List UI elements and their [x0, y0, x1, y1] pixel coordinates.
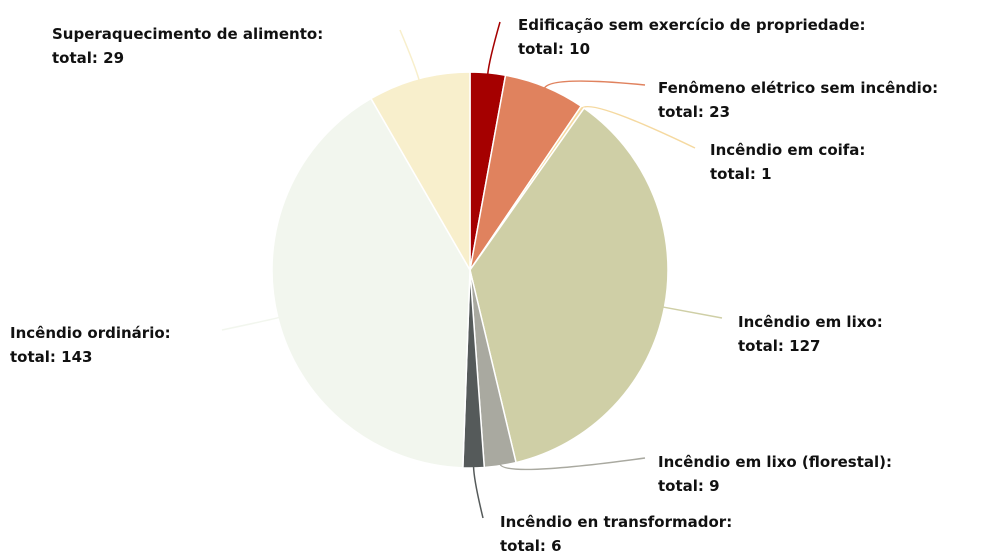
slice-value-label: total: 9	[658, 477, 720, 495]
leader-line	[499, 457, 646, 471]
slice-value-label: total: 143	[10, 348, 92, 366]
leader-line	[472, 465, 484, 519]
leader-line	[486, 21, 501, 75]
slice-value-label: total: 23	[658, 103, 730, 121]
leader-line	[221, 316, 280, 331]
leader-line	[580, 105, 696, 149]
leader-line	[399, 29, 420, 81]
slice-label: Fenômeno elétrico sem incêndio:	[658, 79, 938, 97]
slice-label: Edificação sem exercício de propriedade:	[518, 16, 866, 34]
slice-label: Incêndio en transformador:	[500, 513, 732, 531]
slice-value-label: total: 1	[710, 165, 772, 183]
slice-label: Superaquecimento de alimento:	[52, 25, 323, 43]
slice-value-label: total: 6	[500, 537, 562, 551]
slice-value-label: total: 29	[52, 49, 124, 67]
slice-label: Incêndio em lixo:	[738, 313, 883, 331]
slice-label: Incêndio em lixo (florestal):	[658, 453, 892, 471]
slice-value-label: total: 127	[738, 337, 820, 355]
leader-line	[543, 80, 646, 90]
slice-value-label: total: 10	[518, 40, 590, 58]
leader-line	[662, 306, 723, 319]
slice-label: Incêndio em coifa:	[710, 141, 865, 159]
slice-label: Incêndio ordinário:	[10, 324, 171, 342]
